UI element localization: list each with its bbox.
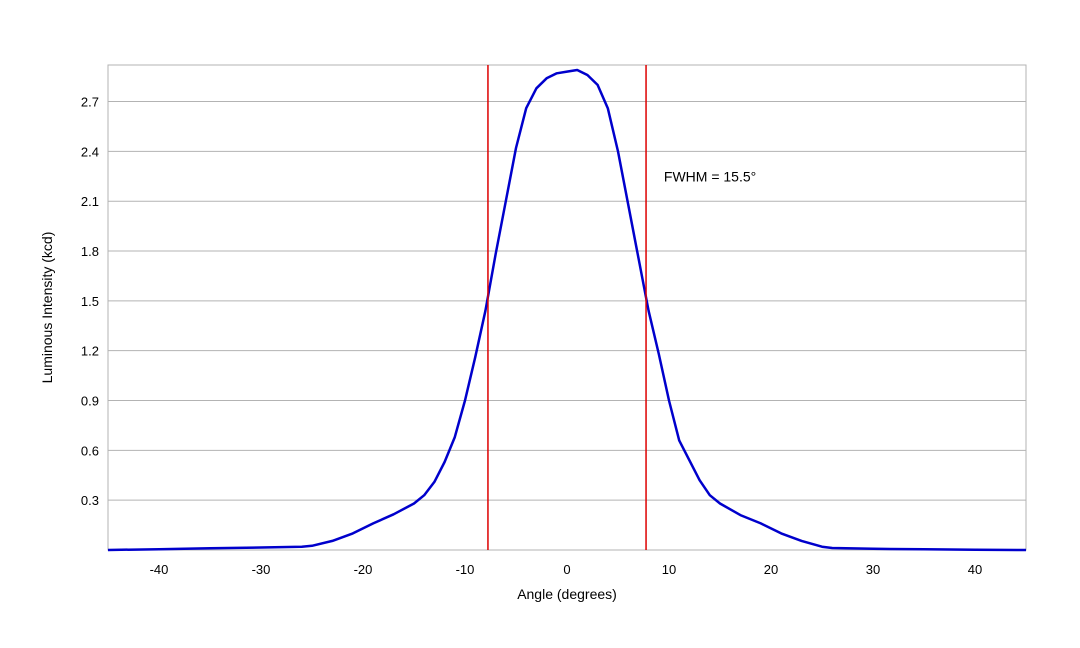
y-tick-label: 1.8	[81, 244, 99, 259]
y-tick-label: 0.3	[81, 493, 99, 508]
y-tick-label: 2.7	[81, 95, 99, 110]
y-tick-label: 1.2	[81, 344, 99, 359]
y-tick-label: 2.4	[81, 144, 99, 159]
x-tick-label: 0	[563, 562, 570, 577]
x-tick-label: 40	[968, 562, 982, 577]
x-tick-label: -10	[456, 562, 475, 577]
y-tick-label: 0.6	[81, 443, 99, 458]
x-tick-label: 20	[764, 562, 778, 577]
x-tick-label: -20	[354, 562, 373, 577]
y-tick-label: 1.5	[81, 294, 99, 309]
x-tick-label: -30	[252, 562, 271, 577]
fwhm-markers	[487, 65, 647, 550]
y-axis-ticks: 0.3 0.6 0.9 1.2 1.5 1.8 2.1 2.4 2.7	[81, 95, 99, 509]
x-axis-title: Angle (degrees)	[517, 586, 617, 602]
y-axis-title: Luminous Intensity (kcd)	[39, 232, 55, 384]
annotations: FWHM = 15.5°	[664, 168, 756, 184]
intensity-curve	[107, 68, 1027, 552]
plot-frame	[107, 64, 1027, 551]
fwhm-annotation: FWHM = 15.5°	[664, 168, 756, 184]
x-tick-label: 30	[866, 562, 880, 577]
y-tick-label: 2.1	[81, 194, 99, 209]
x-tick-label: -40	[150, 562, 169, 577]
y-tick-label: 0.9	[81, 394, 99, 409]
y-gridlines	[108, 101, 1026, 501]
x-tick-label: 10	[662, 562, 676, 577]
